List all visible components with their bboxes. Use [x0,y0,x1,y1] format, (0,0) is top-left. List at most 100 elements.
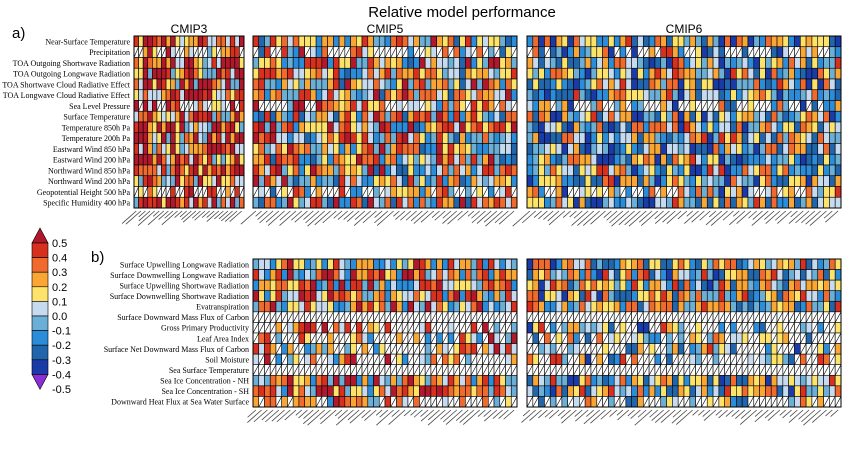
heatmap-cell [453,153,460,166]
heatmap-cell [753,132,760,144]
missing-cell-hatch [275,186,282,198]
heatmap-cell [544,57,551,69]
heatmap-cell [229,57,236,69]
heatmap-cell [275,332,282,344]
heatmap-cell [310,164,317,177]
heatmap-cell [333,153,340,166]
missing-cell-hatch [579,343,586,355]
heatmap-cell [390,175,397,187]
heatmap-cell [315,121,323,134]
heatmap-cell [327,164,334,177]
heatmap-cell [482,143,489,155]
missing-cell-hatch [493,364,501,376]
heatmap-cell [333,89,340,101]
missing-cell-hatch [419,396,426,408]
heatmap-cell [234,153,240,166]
heatmap-cell [298,322,305,334]
heatmap-cell [759,89,766,101]
missing-cell-hatch [493,100,501,112]
heatmap-cell [465,89,472,101]
heatmap-cell [823,175,830,187]
heatmap-cell [736,89,743,101]
heatmap-cell [579,385,586,397]
model-name-tick-label [206,210,220,222]
heatmap-cell [327,300,334,313]
row-label: Temperature 850h Pa [62,123,131,132]
heatmap-cell [152,164,158,177]
heatmap-cell [350,396,357,408]
heatmap-cell [741,132,749,144]
heatmap-cell [252,67,260,80]
heatmap-cell [683,300,691,313]
heatmap-cell [170,121,176,134]
heatmap-cell [367,110,374,123]
heatmap-cell [430,57,437,69]
heatmap-cell [344,110,351,123]
heatmap-cell [327,385,334,397]
heatmap-cell [252,57,260,69]
heatmap-cell [344,164,351,177]
missing-cell-hatch [544,353,551,365]
heatmap-cell [526,322,534,334]
heatmap-cell [453,175,460,187]
heatmap-cell [829,258,836,270]
heatmap-cell [672,258,679,270]
heatmap-cell [510,322,518,334]
heatmap-cell [367,374,374,387]
heatmap-cell [476,110,483,123]
heatmap-cell [608,57,615,69]
heatmap-cell [355,35,363,48]
model-name-tick-label [548,210,566,226]
missing-cell-hatch [765,100,772,112]
missing-cell-hatch [356,343,363,355]
heatmap-cell [505,89,512,101]
missing-cell-hatch [401,311,409,323]
heatmap-cell [648,67,656,80]
heatmap-cell [142,89,149,101]
heatmap-cell [367,196,374,209]
heatmap-cell [207,175,213,187]
heatmap-cell [573,343,580,355]
heatmap-cell [642,322,650,334]
model-name-tick-label [302,409,320,425]
heatmap-cell [258,57,265,69]
heatmap-cell [361,258,369,270]
heatmap-cell [701,385,708,397]
heatmap-cell [776,258,784,270]
heatmap-cell [799,153,807,166]
missing-cell-hatch [378,46,386,58]
heatmap-cell [264,67,271,80]
heatmap-cell [526,300,534,313]
heatmap-cell [817,258,824,270]
missing-cell-hatch [613,322,621,334]
heatmap-cell [602,57,609,69]
heatmap-cell [730,343,737,355]
heatmap-cell [683,67,691,80]
heatmap-cell [718,67,726,80]
heatmap-cell [493,143,501,155]
missing-cell-hatch [378,186,386,198]
heatmap-cell [350,164,357,177]
heatmap-cell [776,353,784,366]
heatmap-cell [333,175,340,187]
heatmap-cell [619,164,627,177]
heatmap-cell [419,385,426,397]
heatmap-cell [567,196,574,209]
heatmap-cell [367,89,374,101]
heatmap-cell [338,153,346,166]
heatmap-cell [220,110,226,123]
heatmap-cell [424,164,432,177]
missing-cell-hatch [453,364,460,376]
heatmap-cell [373,164,380,177]
heatmap-cell [602,67,609,80]
heatmap-cell [637,258,644,270]
heatmap-cell [596,196,603,209]
heatmap-cell [390,78,397,91]
heatmap-cell [648,110,656,123]
missing-cell-hatch [637,311,644,323]
heatmap-cell [672,153,679,166]
heatmap-cell [373,67,380,80]
missing-cell-hatch [625,100,632,112]
heatmap-cell [596,385,603,397]
heatmap-cell [234,121,240,134]
